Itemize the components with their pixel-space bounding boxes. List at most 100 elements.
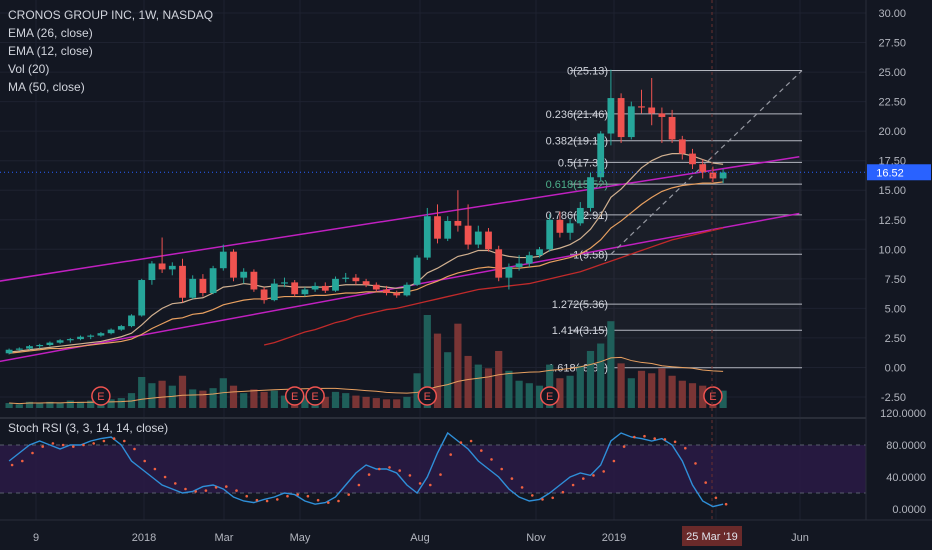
volume-bar [331,391,340,408]
stoch-d-point [347,493,351,496]
candle-body [301,289,309,295]
stoch-d-point [82,443,85,447]
indicator-ma50[interactable]: MA (50, close) [8,80,85,94]
stoch-d-point [357,483,361,487]
symbol-title[interactable]: CRONOS GROUP INC, 1W, NASDAQ [8,8,214,22]
candle-body [352,277,360,282]
volume-bar [627,378,635,408]
fib-level-label: 1.414(3.15) [552,325,608,337]
price-axis-tick: 10.00 [878,244,906,256]
candle-body [638,106,645,108]
candle-body [403,284,411,296]
volume-bar [56,403,64,408]
volume-bar [66,400,74,408]
earnings-label: E [311,391,318,403]
candle-body [168,265,176,270]
price-axis-tick: 7.50 [885,274,906,286]
stoch-d-point [286,494,289,498]
volume-bar [87,400,95,408]
volume-bar [617,363,625,408]
stoch-d-point [61,443,65,447]
volume-bar [362,396,370,408]
earnings-marker: E [91,386,111,406]
volume-bar [505,370,513,408]
candle-body [26,346,33,349]
stoch-d-point [653,437,656,440]
indicator-ema26[interactable]: EMA (26, close) [8,26,93,40]
candle-body [525,255,533,264]
volume-bar [597,343,605,408]
candle-body [36,345,44,347]
ma50-line [263,227,724,346]
stoch-d-point [378,467,381,471]
volume-bar [413,373,421,408]
volume-bar [699,385,707,408]
stoch-d-point [194,490,197,493]
price-axis-tick: 27.50 [878,38,906,50]
stoch-axis-tick: 80.0000 [886,440,926,452]
time-axis-label: 2019 [602,532,626,544]
candle-body [444,220,452,239]
fib-trend-line [610,70,803,255]
volume-bar [719,390,727,408]
volume-bar [5,403,13,408]
stoch-d-point [704,481,707,484]
stoch-d-point [204,489,208,492]
stoch-d-point [296,493,300,496]
stoch-d-point [153,467,157,471]
volume-bar [474,364,482,408]
volume-bar [280,395,289,408]
stoch-d-point [316,498,320,502]
indicator-ema12[interactable]: EMA (12, close) [8,44,93,58]
price-axis-bg [866,0,932,550]
volume-bar [637,370,646,408]
stoch-d-point [408,474,412,477]
stoch-d-point [582,477,585,480]
volume-bar [138,377,146,408]
stoch-rsi-legend[interactable]: Stoch RSI (3, 3, 14, 14, close) [8,421,169,435]
volume-bar [525,383,533,408]
volume-bar [46,401,54,408]
volume-bar [576,365,584,408]
candle-body [515,263,523,268]
volume-bar [342,393,350,408]
stoch-d-point [612,459,616,463]
stoch-d-point [51,442,55,445]
fib-level-label: 0.236(21.46) [546,109,608,121]
ema26-line [9,181,724,354]
fib-level-label: 1(9.58) [573,249,608,261]
stoch-d-point [306,494,310,498]
candle-body [423,216,431,258]
volume-bar [260,391,268,408]
volume-bar [240,393,248,408]
price-axis-tick: 22.50 [878,97,906,109]
stoch-d-point [398,469,402,472]
stoch-d-point [684,446,687,450]
current-price-tag [867,164,931,181]
stoch-d-point [235,489,238,492]
stoch-d-point [602,470,605,473]
volume-bar [658,368,666,408]
earnings-circle [703,386,723,406]
volume-bar [515,380,523,408]
volume-bar [403,396,411,408]
candle-body [260,289,268,301]
candle-body [270,283,278,301]
stoch-d-point [592,474,595,477]
time-axis-label: Mar [215,532,234,544]
indicator-vol[interactable]: Vol (20) [8,62,50,76]
stoch-d-point [123,439,126,443]
volume-bar [535,385,544,408]
candle-body [138,280,146,316]
candle-body [587,177,594,208]
volume-bar [158,380,166,408]
candle-body [332,278,339,291]
volume-bar [107,399,115,408]
earnings-circle [417,386,438,406]
candle-body [536,249,543,256]
candle-body [87,335,95,337]
volume-bar [189,389,197,408]
candle-body [627,106,635,138]
